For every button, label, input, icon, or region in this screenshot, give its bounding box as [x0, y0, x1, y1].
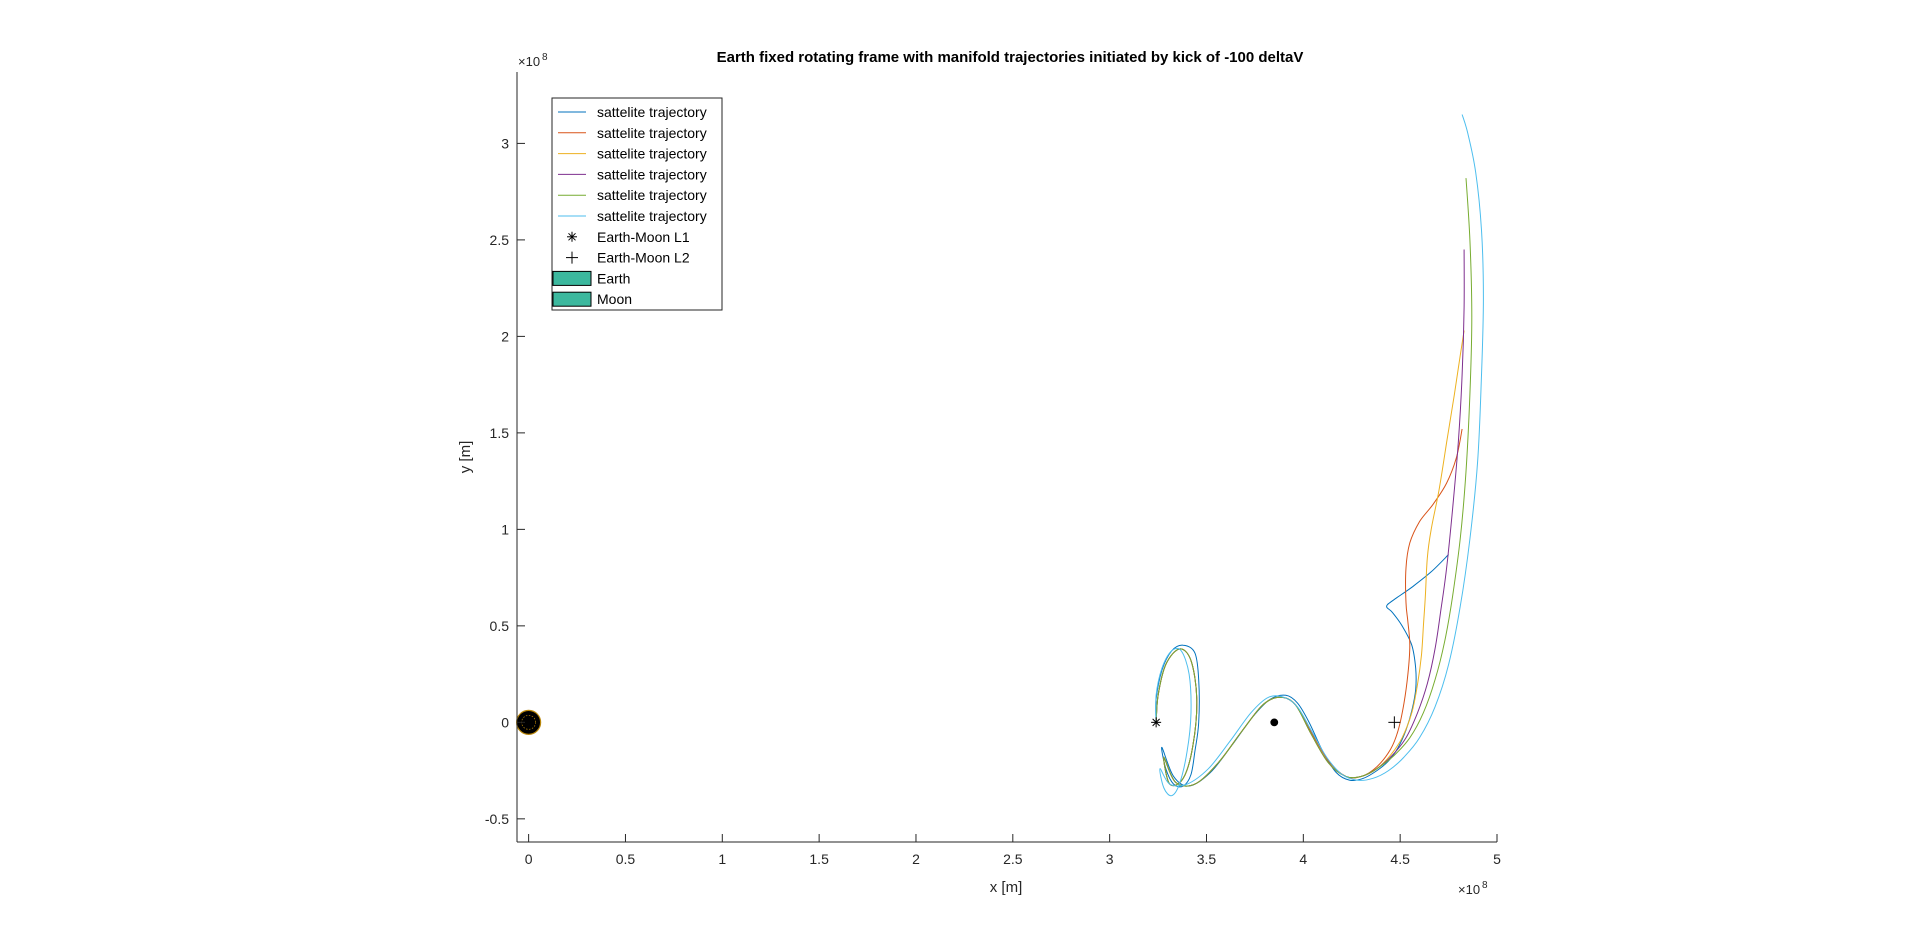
x-tick-label: 1.5 — [809, 851, 829, 867]
x-tick-label: 2.5 — [1003, 851, 1023, 867]
legend-label: sattelite trajectory — [597, 104, 707, 120]
y-tick-label: 1 — [501, 521, 509, 537]
x-tick-label: 0 — [525, 851, 533, 867]
moon-body — [1270, 718, 1279, 727]
y-tick-label: 0 — [501, 714, 509, 730]
legend-items: sattelite trajectory sattelite trajectory… — [552, 104, 707, 307]
axes-lines — [516, 72, 1497, 843]
legend-plus-swatch — [566, 251, 578, 264]
legend: sattelite trajectory sattelite trajectory… — [551, 97, 723, 311]
x-tick-label: 4 — [1299, 851, 1307, 867]
l2-marker — [1388, 716, 1401, 729]
y-tick-label: 3 — [501, 135, 509, 151]
legend-entry: sattelite trajectory — [558, 104, 707, 120]
legend-entry: sattelite trajectory — [558, 146, 707, 162]
x-exponent: ×10 8 — [1458, 880, 1488, 897]
legend-entry: Moon — [552, 291, 632, 307]
legend-entry: sattelite trajectory — [558, 187, 707, 203]
legend-label: sattelite trajectory — [597, 166, 707, 182]
x-tick-label: 2 — [912, 851, 920, 867]
legend-entry: sattelite trajectory — [558, 166, 707, 182]
x-tick-label: 3.5 — [1197, 851, 1217, 867]
y-tick-label: -0.5 — [485, 811, 509, 827]
chart-title: Earth fixed rotating frame with manifold… — [717, 49, 1304, 66]
x-tick-label: 0.5 — [616, 851, 636, 867]
y-exponent-power: 8 — [542, 52, 548, 63]
legend-label: sattelite trajectory — [597, 146, 707, 162]
legend-patch-swatch — [552, 270, 592, 286]
series-line-5 — [1155, 178, 1473, 787]
series-line-6 — [1155, 114, 1484, 797]
x-tick-label: 1 — [718, 851, 726, 867]
x-exponent-power: 8 — [1482, 880, 1488, 891]
x-tick-label: 4.5 — [1390, 851, 1410, 867]
legend-label: sattelite trajectory — [597, 125, 707, 141]
y-tick-label: 1.5 — [490, 425, 510, 441]
x-tick-label: 5 — [1493, 851, 1501, 867]
legend-label: Earth — [597, 270, 630, 286]
y-ticks: -0.5 0 0.5 1 1.5 2 2.5 3 — [485, 135, 525, 827]
legend-label: sattelite trajectory — [597, 208, 707, 224]
legend-label: sattelite trajectory — [597, 187, 707, 203]
l1-marker — [1151, 717, 1162, 728]
series-layer — [1155, 114, 1484, 797]
legend-entry: Earth-Moon L1 — [567, 229, 690, 245]
series-line-1 — [1155, 554, 1449, 788]
legend-patch-swatch — [552, 291, 592, 307]
legend-entry: Earth-Moon L2 — [566, 250, 690, 266]
x-ticks: 0 0.5 1 1.5 2 2.5 3 3.5 4 4.5 5 — [525, 834, 1501, 867]
y-tick-label: 0.5 — [490, 618, 510, 634]
markers-layer — [1151, 716, 1401, 729]
x-tick-label: 3 — [1106, 851, 1114, 867]
legend-entry: sattelite trajectory — [558, 208, 707, 224]
y-tick-label: 2 — [501, 328, 509, 344]
x-exponent-base: ×10 — [1458, 882, 1480, 897]
legend-entry: Earth — [552, 270, 630, 286]
legend-asterisk-swatch — [567, 231, 577, 242]
x-axis-label: x [m] — [990, 879, 1023, 896]
legend-entry: sattelite trajectory — [558, 125, 707, 141]
y-axis-label: y [m] — [457, 441, 474, 474]
legend-label: Earth-Moon L2 — [597, 250, 690, 266]
bodies-layer — [516, 709, 1279, 735]
legend-label: Earth-Moon L1 — [597, 229, 690, 245]
y-exponent: ×10 8 — [518, 52, 548, 69]
legend-label: Moon — [597, 291, 632, 307]
y-exponent-base: ×10 — [518, 54, 540, 69]
y-tick-label: 2.5 — [490, 232, 510, 248]
